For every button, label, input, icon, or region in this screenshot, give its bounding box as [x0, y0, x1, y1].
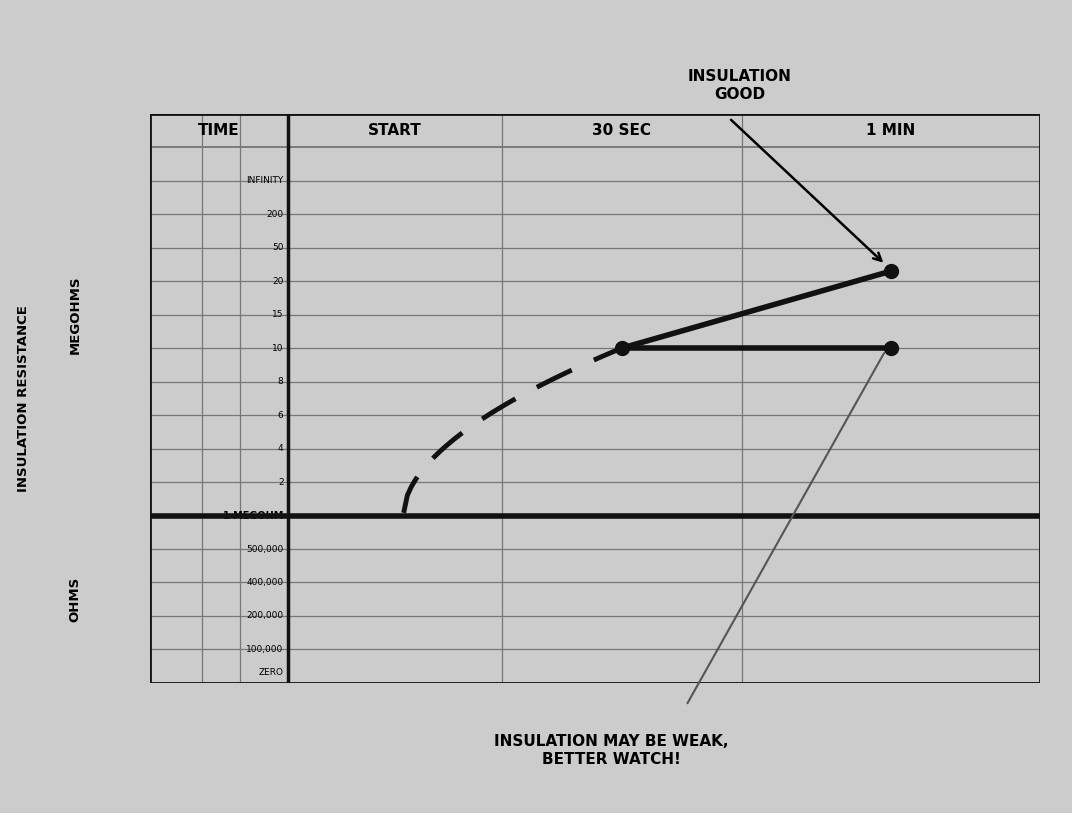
Text: 1 MEGOHM: 1 MEGOHM: [223, 511, 283, 520]
Text: 10: 10: [272, 344, 283, 353]
Text: ZERO: ZERO: [258, 668, 283, 677]
Text: 15: 15: [272, 311, 283, 320]
Text: 50: 50: [272, 243, 283, 252]
Text: 400,000: 400,000: [247, 578, 283, 587]
Text: 30 SEC: 30 SEC: [592, 123, 651, 138]
Text: 2: 2: [278, 477, 283, 486]
Text: TIME: TIME: [198, 123, 240, 138]
Text: 200,000: 200,000: [247, 611, 283, 620]
Text: 20: 20: [272, 276, 283, 285]
Text: INSULATION MAY BE WEAK,
BETTER WATCH!: INSULATION MAY BE WEAK, BETTER WATCH!: [494, 734, 728, 767]
Text: 1 MIN: 1 MIN: [866, 123, 915, 138]
Text: START: START: [368, 123, 421, 138]
Text: 500,000: 500,000: [247, 545, 283, 554]
Text: INSULATION RESISTANCE: INSULATION RESISTANCE: [17, 305, 30, 492]
Text: OHMS: OHMS: [69, 576, 81, 622]
Text: INFINITY: INFINITY: [247, 176, 283, 185]
Text: 4: 4: [278, 444, 283, 453]
Text: 8: 8: [278, 377, 283, 386]
Text: 200: 200: [267, 210, 283, 219]
Text: MEGOHMS: MEGOHMS: [69, 276, 81, 354]
Text: 100,000: 100,000: [247, 645, 283, 654]
Text: INSULATION
GOOD: INSULATION GOOD: [688, 69, 791, 102]
Text: 6: 6: [278, 411, 283, 420]
